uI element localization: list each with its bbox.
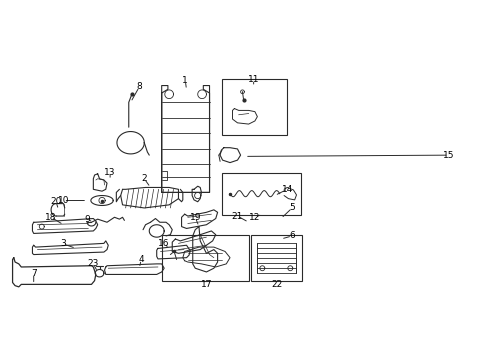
Text: 10: 10 bbox=[58, 196, 69, 205]
Text: 21: 21 bbox=[231, 212, 243, 221]
Text: 1: 1 bbox=[182, 76, 188, 85]
Text: 16: 16 bbox=[158, 239, 169, 248]
Text: 9: 9 bbox=[84, 215, 90, 224]
Text: 4: 4 bbox=[138, 255, 143, 264]
Text: 17: 17 bbox=[200, 280, 212, 289]
Text: 13: 13 bbox=[104, 168, 116, 177]
Text: 11: 11 bbox=[247, 75, 259, 84]
Text: 3: 3 bbox=[61, 239, 66, 248]
Text: 23: 23 bbox=[87, 259, 99, 268]
Text: 19: 19 bbox=[189, 213, 201, 222]
Text: 2: 2 bbox=[141, 174, 147, 183]
Text: 6: 6 bbox=[289, 231, 294, 240]
Bar bbox=[162, 235, 248, 281]
Text: 15: 15 bbox=[442, 150, 453, 159]
Bar bbox=[222, 79, 286, 135]
Text: 14: 14 bbox=[281, 185, 292, 194]
Bar bbox=[251, 235, 302, 281]
Text: 8: 8 bbox=[136, 82, 142, 91]
Text: 18: 18 bbox=[45, 213, 57, 222]
Text: 7: 7 bbox=[31, 269, 37, 278]
Text: 22: 22 bbox=[271, 280, 282, 289]
Text: 5: 5 bbox=[289, 203, 294, 212]
Text: 20: 20 bbox=[50, 197, 61, 206]
Text: 12: 12 bbox=[249, 213, 260, 222]
Bar bbox=[222, 172, 301, 215]
